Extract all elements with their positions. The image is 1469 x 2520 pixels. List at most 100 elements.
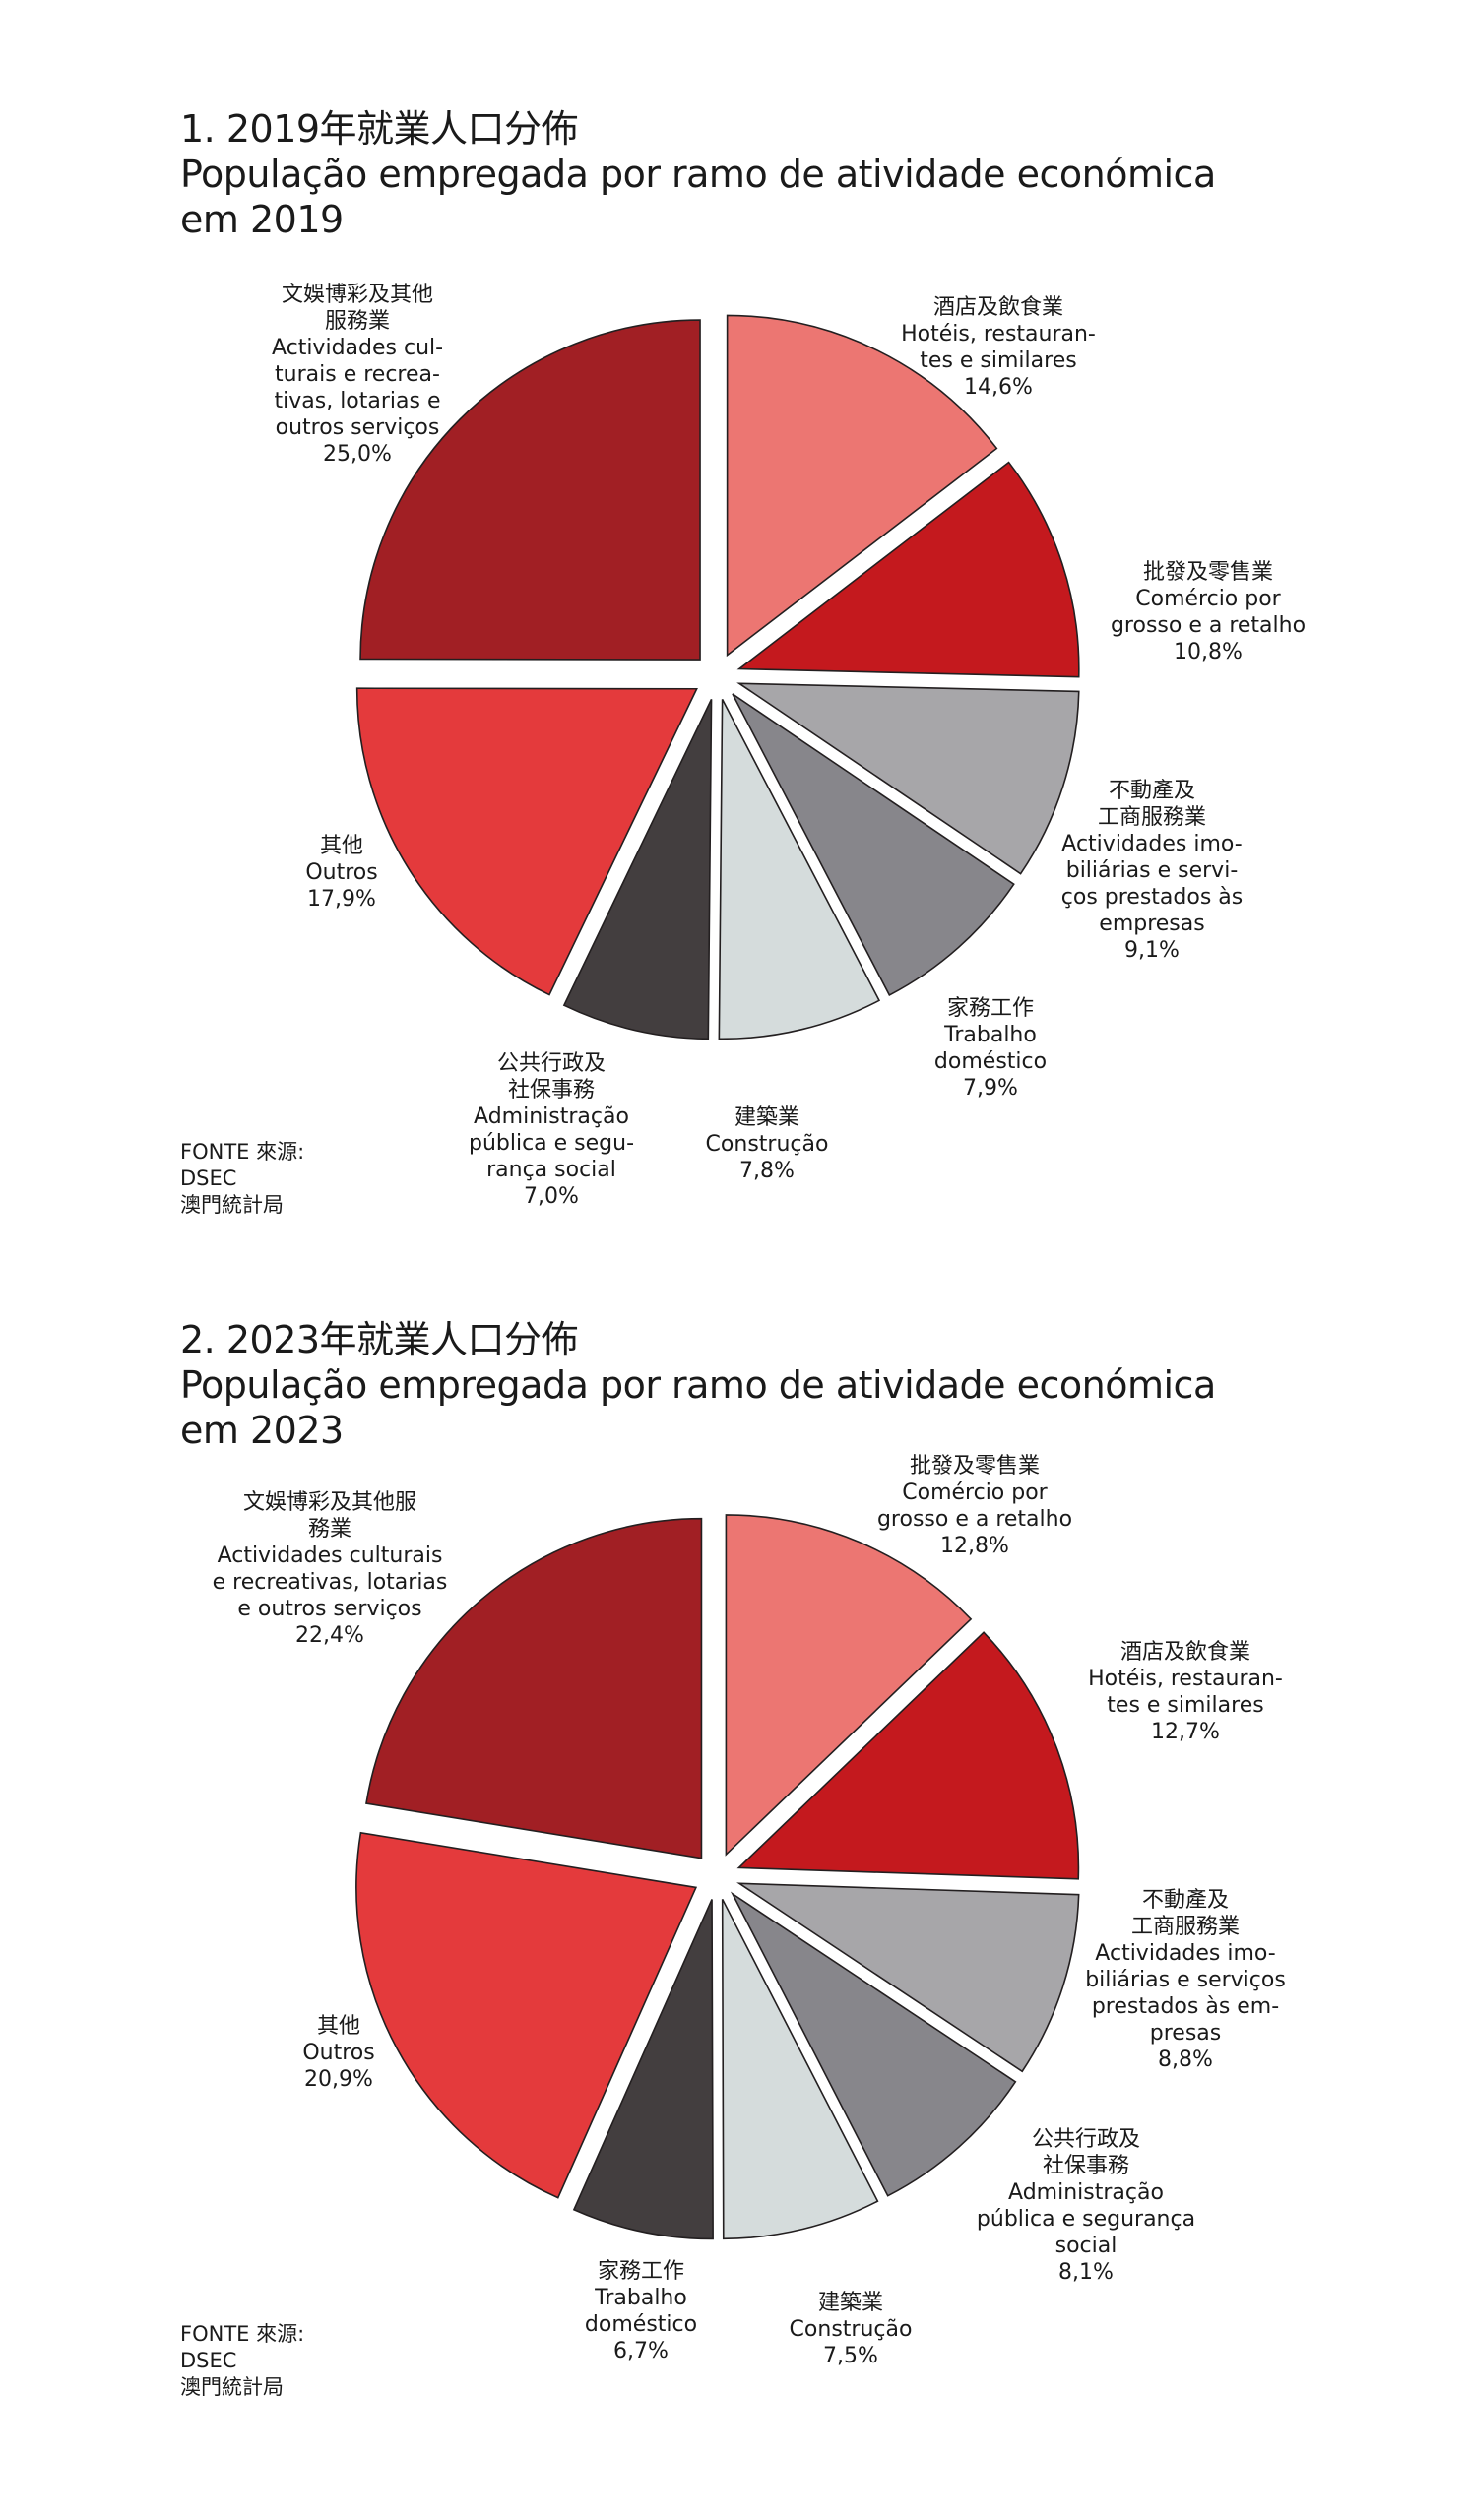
chart-title: 2. 2023年就業人口分佈 População empregada por r…	[180, 1317, 1216, 1453]
label-value: 14,6%	[964, 375, 1033, 400]
label-value: 7,5%	[823, 2344, 878, 2368]
source-zh: 澳門統計局	[180, 2375, 284, 2399]
label-pt: Actividades imo-	[1061, 832, 1243, 856]
label-value: 7,0%	[524, 1184, 579, 1209]
label-pt: tivas, lotarias e	[274, 389, 441, 413]
label-pt: empresas	[1099, 912, 1205, 936]
pie-slice	[355, 1831, 698, 2199]
label-pt: Comércio por	[902, 1480, 1048, 1505]
label-zh: 工商服務業	[1097, 805, 1206, 830]
label-pt: doméstico	[584, 2312, 698, 2337]
slice-label: 不動產及 工商服務業 Actividades imo-biliárias e ser…	[1085, 1887, 1286, 2073]
pie-slice	[730, 1891, 1017, 2197]
source-label: FONTE 來源:	[180, 2322, 305, 2346]
pie-slice	[725, 1514, 973, 1857]
label-zh: 公共行政及	[496, 1051, 607, 1076]
label-zh: 其他	[319, 834, 363, 858]
label-pt: Outros	[302, 2041, 375, 2065]
label-value: 25,0%	[323, 442, 392, 467]
title-year: em 2023	[180, 1409, 344, 1452]
label-pt: presas	[1149, 2021, 1222, 2046]
label-pt: grosso e a retalho	[876, 1507, 1073, 1532]
label-value: 9,1%	[1124, 938, 1180, 963]
label-zh: 酒店及飲食業	[1119, 1640, 1250, 1665]
title-zh: 2. 2023年就業人口分佈	[180, 1318, 579, 1361]
pie-slice	[355, 687, 698, 996]
label-zh: 建築業	[817, 2291, 884, 2315]
pie-slice	[736, 1631, 1080, 1880]
slice-label: 其他 Outros 17,9%	[305, 833, 377, 913]
pie-chart-2019	[355, 314, 1080, 1040]
label-pt: biliárias e serviços	[1085, 1968, 1286, 1992]
label-zh: 家務工作	[946, 996, 1034, 1021]
source-pt: DSEC	[180, 2349, 237, 2372]
pie-slice	[736, 1882, 1080, 2073]
pie-slice	[732, 693, 1015, 996]
label-zh: 文娛博彩及其他服	[242, 1490, 416, 1515]
slice-label: 酒店及飲食業 Hotéis, restauran-tes e similares 1…	[901, 294, 1096, 401]
label-pt: tes e similares	[1107, 1693, 1264, 1718]
pie-slice	[359, 319, 701, 661]
label-pt: prestados às em-	[1091, 1994, 1280, 2019]
label-value: 7,9%	[963, 1076, 1018, 1101]
label-value: 10,8%	[1174, 640, 1243, 664]
label-pt: Construção	[789, 2317, 913, 2342]
label-pt: Actividades imo-	[1095, 1941, 1276, 1966]
label-pt: Hotéis, restauran-	[901, 322, 1096, 346]
label-pt: social	[1054, 2234, 1118, 2258]
label-zh: 其他	[316, 2014, 360, 2039]
label-zh: 不動產及	[1141, 1888, 1230, 1913]
label-pt: e outros serviços	[237, 1597, 422, 1621]
chart-title: 1. 2019年就業人口分佈 População empregada por r…	[180, 106, 1216, 242]
slice-label: 不動產及 工商服務業 Actividades imo-biliárias e ser…	[1061, 778, 1243, 964]
label-value: 12,8%	[940, 1534, 1009, 1558]
label-value: 6,7%	[613, 2339, 669, 2363]
pie-slice	[736, 682, 1080, 875]
label-zh: 社保事務	[1042, 2154, 1129, 2178]
slice-label: 公共行政及 社保事務 Administração pública e seguranç…	[977, 2126, 1195, 2286]
slice-label: 酒店及飲食業 Hotéis, restauran-tes e similares 1…	[1088, 1639, 1283, 1745]
slice-label: 家務工作 Trabalho doméstico 7,9%	[934, 995, 1047, 1102]
slice-label: 文娛博彩及其他 服務業 Actividades cul-turais e recre…	[272, 282, 443, 468]
title-zh: 1. 2019年就業人口分佈	[180, 107, 579, 151]
label-pt: grosso e a retalho	[1110, 613, 1307, 638]
label-zh: 文娛博彩及其他	[281, 283, 433, 307]
label-value: 17,9%	[307, 887, 376, 912]
pie-slice	[726, 314, 998, 658]
label-value: 22,4%	[295, 1623, 364, 1648]
pie-slice	[365, 1517, 703, 1859]
label-pt: pública e segurança	[976, 2207, 1196, 2232]
label-zh: 社保事務	[507, 1078, 596, 1102]
label-zh: 批發及零售業	[1142, 560, 1273, 585]
label-pt: Administração	[474, 1104, 629, 1129]
slice-label: 公共行政及 社保事務 Administração pública e segu-ran…	[469, 1050, 634, 1210]
label-pt: Hotéis, restauran-	[1088, 1667, 1283, 1691]
slice-label: 批發及零售業 Comércio por grosso e a retalho 10,8…	[1111, 559, 1306, 665]
label-value: 20,9%	[304, 2067, 373, 2092]
label-zh: 家務工作	[597, 2259, 684, 2284]
pie-slice	[721, 1898, 879, 2240]
slice-label: 家務工作 Trabalho doméstico 6,7%	[585, 2258, 697, 2364]
label-value: 8,8%	[1158, 2048, 1213, 2072]
label-pt: Actividades culturais	[217, 1544, 443, 1568]
title-year: em 2019	[180, 198, 344, 241]
label-pt: pública e segu-	[468, 1131, 635, 1156]
pie-slice	[718, 698, 881, 1040]
label-pt: Construção	[705, 1132, 829, 1157]
source-note: FONTE 來源: DSEC 澳門統計局	[180, 2321, 304, 2401]
label-pt: Outros	[305, 860, 378, 885]
label-pt: rança social	[486, 1158, 616, 1182]
pie-slice	[736, 461, 1080, 678]
label-pt: outros serviços	[275, 415, 440, 440]
label-value: 8,1%	[1058, 2260, 1114, 2285]
source-zh: 澳門統計局	[180, 1193, 284, 1217]
pie-slice	[572, 1899, 714, 2240]
label-pt: Comércio por	[1135, 587, 1281, 611]
slice-label: 批發及零售業 Comércio por grosso e a retalho 12,8…	[877, 1453, 1072, 1559]
label-zh: 批發及零售業	[909, 1454, 1040, 1479]
label-zh: 建築業	[734, 1105, 800, 1130]
label-pt: ços prestados às	[1060, 885, 1244, 910]
label-pt: Trabalho	[595, 2286, 687, 2310]
pie-chart-2023	[355, 1514, 1080, 2240]
label-zh: 務業	[307, 1517, 351, 1542]
